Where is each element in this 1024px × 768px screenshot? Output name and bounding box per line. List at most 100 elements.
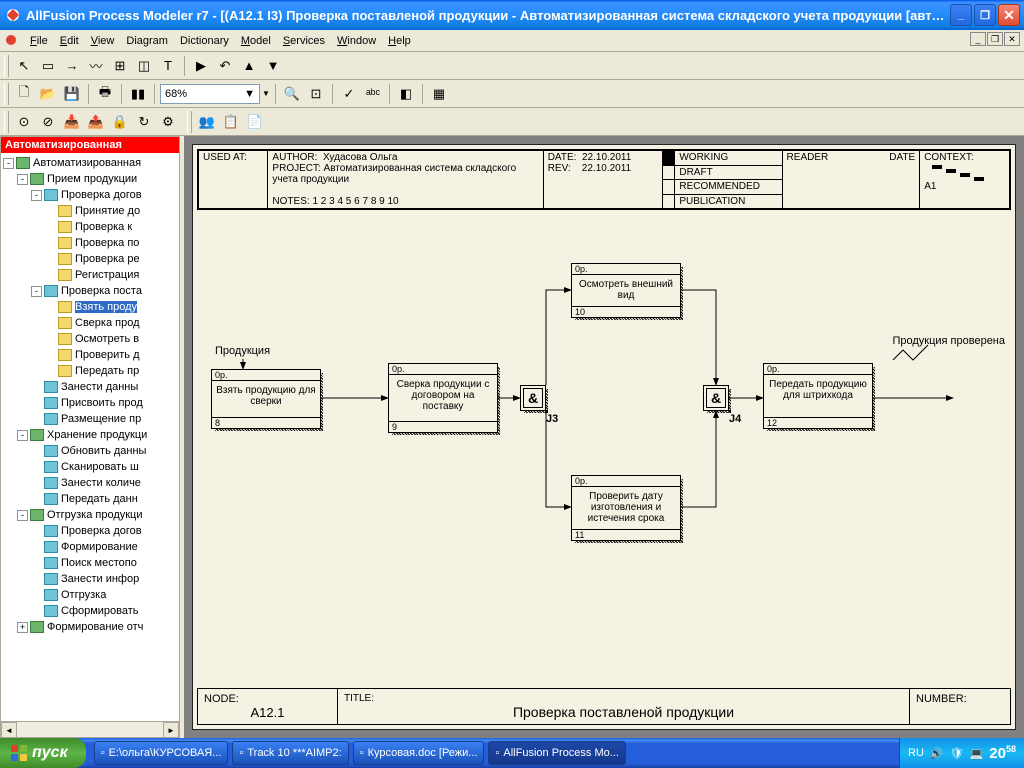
tree-expander[interactable]: - bbox=[3, 158, 14, 169]
mm-button-2[interactable]: ⊘ bbox=[37, 111, 59, 133]
tree-item[interactable]: -Прием продукции bbox=[3, 171, 177, 187]
junction-tool-button[interactable]: ⊞ bbox=[109, 55, 131, 77]
tree-item[interactable]: Принятие до bbox=[3, 203, 177, 219]
tray-icon-3[interactable]: 💻 bbox=[970, 747, 984, 760]
diagram-canvas[interactable]: USED AT: AUTHOR: Худасова Ольга PROJECT:… bbox=[192, 144, 1016, 730]
menu-view[interactable]: View bbox=[85, 33, 121, 49]
go-up-button[interactable]: ▲ bbox=[238, 55, 260, 77]
tree-item[interactable]: Регистрация bbox=[3, 267, 177, 283]
spell-button[interactable]: ᵃᵇᶜ bbox=[362, 83, 384, 105]
tree-expander[interactable]: - bbox=[17, 174, 28, 185]
menu-model[interactable]: Model bbox=[235, 33, 277, 49]
model-tree[interactable]: -Автоматизированная-Прием продукции-Пров… bbox=[1, 153, 179, 721]
tools-button-3[interactable]: 📄 bbox=[244, 111, 266, 133]
taskbar-task[interactable]: ▫E:\ольга\КУРСОВАЯ... bbox=[94, 741, 229, 765]
tree-item[interactable]: Осмотреть в bbox=[3, 331, 177, 347]
tree-item[interactable]: -Автоматизированная bbox=[3, 155, 177, 171]
squiggle-tool-button[interactable]: 〰 bbox=[85, 55, 107, 77]
tree-item[interactable]: -Проверка поста bbox=[3, 283, 177, 299]
lang-indicator[interactable]: RU bbox=[908, 747, 924, 759]
tools-button-2[interactable]: 📋 bbox=[220, 111, 242, 133]
taskbar-task[interactable]: ▫Курсовая.doc [Режи... bbox=[353, 741, 485, 765]
tools-button-1[interactable]: 👥 bbox=[196, 111, 218, 133]
save-button[interactable]: 💾 bbox=[61, 83, 83, 105]
start-button[interactable]: пуск bbox=[0, 738, 86, 768]
activity-box-12[interactable]: 0р. Передать продукцию для штрихкода 12 bbox=[763, 363, 873, 429]
activity-box-10[interactable]: 0р. Осмотреть внешний вид 10 bbox=[571, 263, 681, 318]
menu-edit[interactable]: Edit bbox=[54, 33, 85, 49]
tree-item[interactable]: Присвоить прод bbox=[3, 395, 177, 411]
minimize-button[interactable]: _ bbox=[950, 4, 972, 26]
menu-file[interactable]: File bbox=[24, 33, 54, 49]
tree-expander[interactable]: - bbox=[17, 430, 28, 441]
tree-item[interactable]: Сканировать ш bbox=[3, 459, 177, 475]
tree-expander[interactable]: - bbox=[31, 190, 42, 201]
maximize-button[interactable]: ❐ bbox=[974, 4, 996, 26]
zoom-dropdown-button[interactable]: ▼ bbox=[262, 89, 270, 98]
tree-item[interactable]: -Проверка догов bbox=[3, 187, 177, 203]
tree-item[interactable]: -Хранение продукци bbox=[3, 427, 177, 443]
tree-item[interactable]: Проверить д bbox=[3, 347, 177, 363]
tree-item[interactable]: Обновить данны bbox=[3, 443, 177, 459]
tray-icon-1[interactable]: 🔊 bbox=[930, 747, 944, 760]
property-button[interactable]: ▦ bbox=[428, 83, 450, 105]
tree-item[interactable]: Проверка ре bbox=[3, 251, 177, 267]
mdi-close-button[interactable]: ✕ bbox=[1004, 32, 1020, 46]
mm-button-4[interactable]: 📤 bbox=[85, 111, 107, 133]
tree-item[interactable]: Проверка по bbox=[3, 235, 177, 251]
activity-box-8[interactable]: 0р. Взять продукцию для сверки 8 bbox=[211, 369, 321, 429]
taskbar-task[interactable]: ▫AllFusion Process Mo... bbox=[488, 741, 625, 765]
sidebar-hscroll[interactable]: ◄ ► bbox=[1, 721, 179, 737]
menu-help[interactable]: Help bbox=[382, 33, 417, 49]
tree-item[interactable]: Занести инфор bbox=[3, 571, 177, 587]
check-button[interactable]: ✓ bbox=[338, 83, 360, 105]
tree-item[interactable]: Передать данн bbox=[3, 491, 177, 507]
tree-item[interactable]: Поиск местопо bbox=[3, 555, 177, 571]
menu-dictionary[interactable]: Dictionary bbox=[174, 33, 235, 49]
scroll-right-button[interactable]: ► bbox=[163, 722, 179, 738]
text-tool-button[interactable]: T bbox=[157, 55, 179, 77]
tree-item[interactable]: Сверка прод bbox=[3, 315, 177, 331]
menu-window[interactable]: Window bbox=[331, 33, 382, 49]
taskbar-task[interactable]: ▫Track 10 ***AIMP2: bbox=[232, 741, 348, 765]
tree-item[interactable]: Занести количе bbox=[3, 475, 177, 491]
menu-services[interactable]: Services bbox=[277, 33, 331, 49]
print-button[interactable]: 🖶 bbox=[94, 83, 116, 105]
zoom-combo[interactable]: 68%▼ bbox=[160, 84, 260, 104]
new-button[interactable]: 🗋 bbox=[13, 83, 35, 105]
tree-expander[interactable]: - bbox=[31, 286, 42, 297]
activity-tool-button[interactable]: ▭ bbox=[37, 55, 59, 77]
tree-item[interactable]: -Отгрузка продукци bbox=[3, 507, 177, 523]
tree-item[interactable]: Проверка догов bbox=[3, 523, 177, 539]
mm-button-7[interactable]: ⚙ bbox=[157, 111, 179, 133]
mm-button-3[interactable]: 📥 bbox=[61, 111, 83, 133]
tree-item[interactable]: Отгрузка bbox=[3, 587, 177, 603]
go-down-button[interactable]: ▼ bbox=[262, 55, 284, 77]
tree-item[interactable]: +Формирование отч bbox=[3, 619, 177, 635]
menu-diagram[interactable]: Diagram bbox=[120, 33, 174, 49]
undo-button[interactable]: ↶ bbox=[214, 55, 236, 77]
activity-box-9[interactable]: 0р. Сверка продукции с договором на пост… bbox=[388, 363, 498, 433]
go-parent-button[interactable]: ▶ bbox=[190, 55, 212, 77]
mdi-minimize-button[interactable]: _ bbox=[970, 32, 986, 46]
junction-j3[interactable]: & bbox=[520, 385, 546, 411]
pointer-tool-button[interactable]: ↖ bbox=[13, 55, 35, 77]
zoom-rect-button[interactable]: ⊡ bbox=[305, 83, 327, 105]
tree-item[interactable]: Размещение пр bbox=[3, 411, 177, 427]
clock[interactable]: 2058 bbox=[989, 744, 1016, 762]
scroll-left-button[interactable]: ◄ bbox=[1, 722, 17, 738]
mm-button-5[interactable]: 🔒 bbox=[109, 111, 131, 133]
tree-item[interactable]: Проверка к bbox=[3, 219, 177, 235]
tree-expander[interactable]: + bbox=[17, 622, 28, 633]
mdi-restore-button[interactable]: ❐ bbox=[987, 32, 1003, 46]
referent-tool-button[interactable]: ◫ bbox=[133, 55, 155, 77]
zoom-fit-button[interactable]: 🔍 bbox=[281, 83, 303, 105]
report-button[interactable]: ▮▮ bbox=[127, 83, 149, 105]
tree-item[interactable]: Взять проду bbox=[3, 299, 177, 315]
system-tray[interactable]: RU 🔊 🛡 💻 2058 bbox=[899, 738, 1024, 768]
model-explorer-button[interactable]: ◧ bbox=[395, 83, 417, 105]
tree-item[interactable]: Сформировать bbox=[3, 603, 177, 619]
junction-j4[interactable]: & bbox=[703, 385, 729, 411]
tree-expander[interactable]: - bbox=[17, 510, 28, 521]
open-button[interactable]: 📂 bbox=[37, 83, 59, 105]
